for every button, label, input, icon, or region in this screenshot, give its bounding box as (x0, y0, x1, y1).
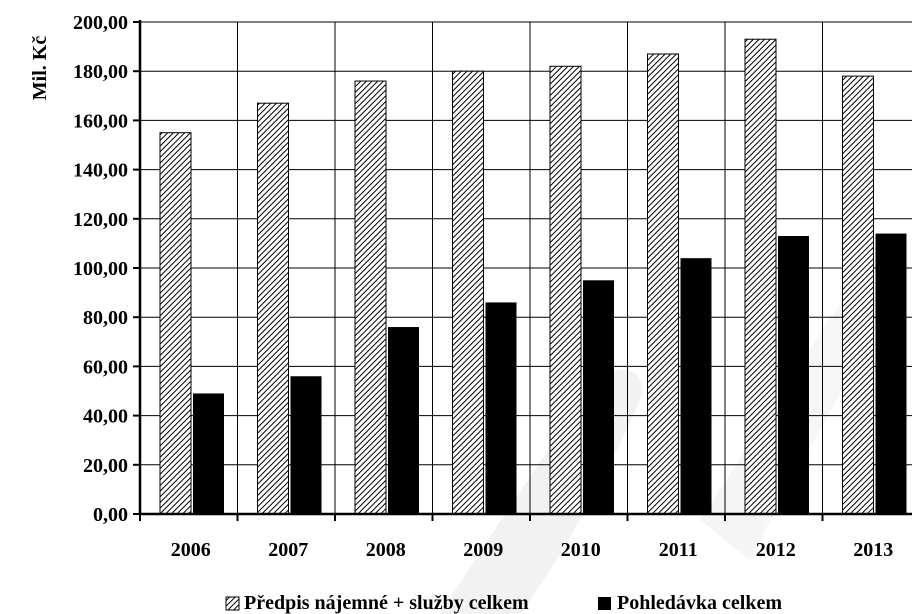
bar-pohledavka-2009 (485, 302, 517, 514)
bar-predpis-2011 (647, 53, 679, 515)
x-tick-label: 2007 (268, 539, 308, 561)
y-tick-label: 100,00 (73, 258, 128, 280)
bar-pohledavka-2008 (388, 327, 419, 514)
y-tick-label: 80,00 (83, 307, 128, 329)
y-tick-label: 160,00 (73, 110, 128, 132)
y-tick-label: 120,00 (73, 209, 128, 231)
legend-swatch-hatch (225, 596, 240, 611)
x-tick-label: 2013 (853, 539, 893, 561)
x-tick-label: 2011 (659, 539, 698, 561)
y-tick-label: 140,00 (73, 160, 128, 182)
bar-pohledavka-2010 (583, 280, 614, 514)
y-tick-label: 200,00 (73, 12, 128, 34)
legend-swatch-solid (598, 597, 611, 610)
bar-predpis-2012 (744, 38, 777, 515)
y-tick-label: 180,00 (73, 61, 128, 83)
bar-predpis-2013 (842, 75, 874, 515)
legend: Předpis nájemné + služby celkem Pohledáv… (225, 592, 782, 614)
bar-predpis-2008 (354, 80, 387, 515)
bars-group (159, 38, 907, 515)
x-tick-label: 2006 (171, 539, 211, 561)
y-tick-label: 60,00 (83, 356, 128, 378)
bar-predpis-2006 (159, 132, 192, 515)
x-tick-label: 2010 (561, 539, 601, 561)
y-tick-label: 20,00 (83, 455, 128, 477)
bar-pohledavka-2012 (778, 236, 809, 514)
x-tick-label: 2012 (756, 539, 796, 561)
bar-pohledavka-2013 (875, 233, 907, 514)
x-tick-labels: 2006 2007 2008 2009 2010 2011 2012 2013 (171, 539, 894, 561)
bar-pohledavka-2006 (193, 393, 224, 514)
legend-label-series-1: Předpis nájemné + služby celkem (244, 592, 529, 614)
y-tick-label: 40,00 (83, 406, 128, 428)
y-tick-labels: 0,00 20,00 40,00 60,00 80,00 100,00 120,00 140,… (73, 12, 128, 526)
bar-predpis-2010 (549, 65, 582, 515)
axes-group (133, 20, 912, 521)
x-tick-label: 2009 (463, 539, 503, 561)
bar-pohledavka-2007 (290, 376, 322, 514)
bar-pohledavka-2011 (680, 258, 712, 514)
y-axis-label: Mil. Kč (29, 36, 51, 101)
bar-predpis-2009 (452, 70, 484, 515)
bar-predpis-2007 (257, 102, 289, 515)
legend-label-series-2: Pohledávka celkem (617, 592, 782, 614)
x-tick-label: 2008 (366, 539, 406, 561)
y-tick-label: 0,00 (93, 504, 128, 526)
